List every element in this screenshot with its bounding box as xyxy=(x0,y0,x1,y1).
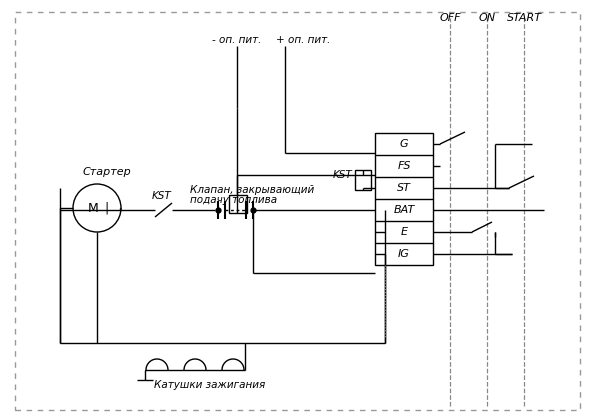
Text: IG: IG xyxy=(398,249,410,259)
Text: Стартер: Стартер xyxy=(83,167,131,177)
Text: - оп. пит.: - оп. пит. xyxy=(212,35,262,45)
Text: G: G xyxy=(400,139,409,149)
Text: M: M xyxy=(88,201,98,214)
Bar xyxy=(229,195,247,213)
Text: ST: ST xyxy=(397,183,411,193)
Text: ON: ON xyxy=(478,13,496,23)
Text: E: E xyxy=(401,227,407,237)
Text: Клапан, закрывающий: Клапан, закрывающий xyxy=(190,185,314,195)
Text: KST: KST xyxy=(332,170,352,180)
Text: OFF: OFF xyxy=(439,13,461,23)
Text: + оп. пит.: + оп. пит. xyxy=(276,35,330,45)
Text: KST: KST xyxy=(152,191,172,201)
Bar xyxy=(375,133,433,265)
Text: FS: FS xyxy=(397,161,411,171)
Text: подачу топлива: подачу топлива xyxy=(190,195,277,205)
Bar xyxy=(355,170,371,190)
Text: Катушки зажигания: Катушки зажигания xyxy=(154,380,266,390)
Text: |: | xyxy=(104,201,108,214)
Text: BAT: BAT xyxy=(394,205,415,215)
Text: START: START xyxy=(506,13,542,23)
